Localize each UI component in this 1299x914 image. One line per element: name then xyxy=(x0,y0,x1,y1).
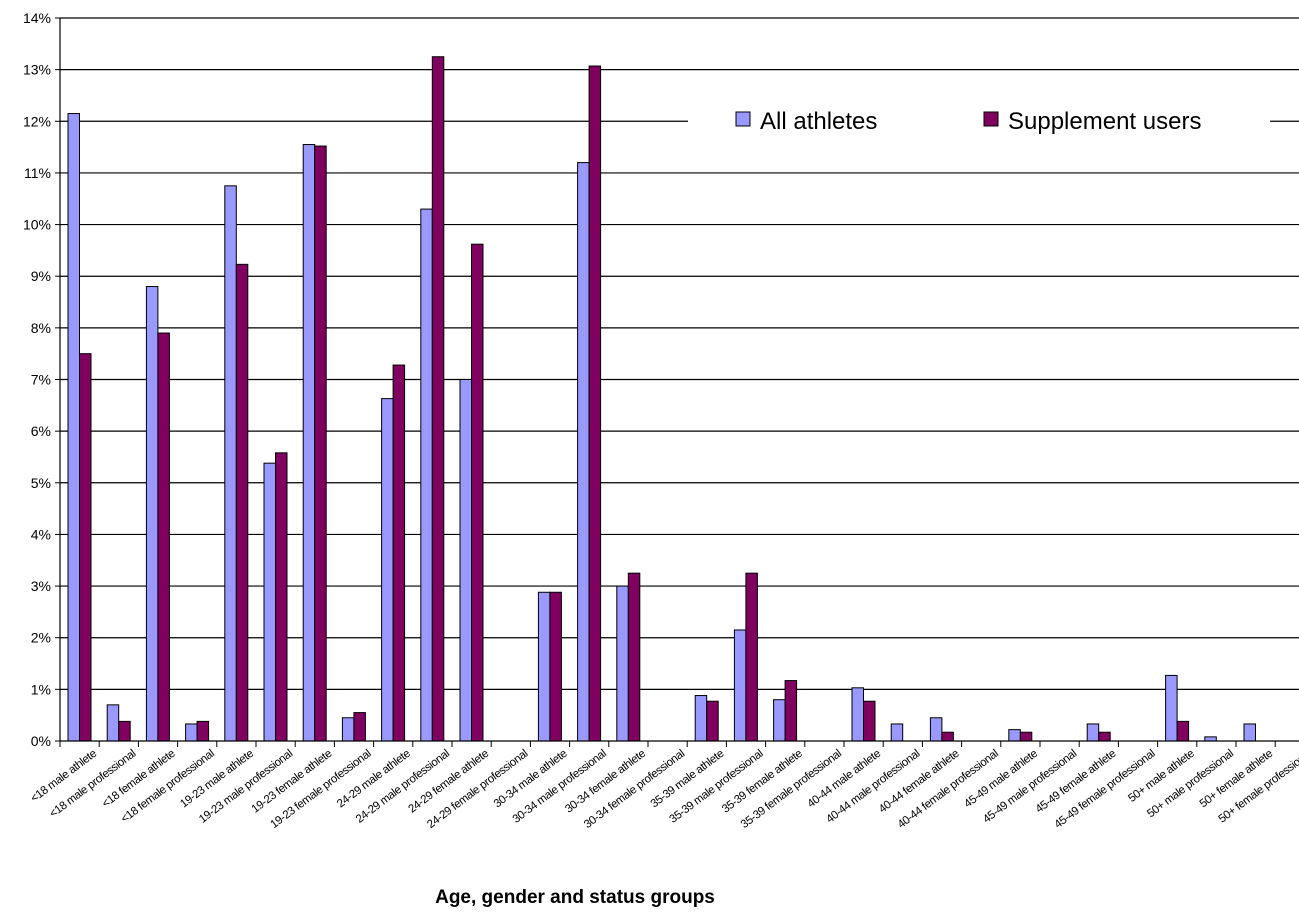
legend-label: All athletes xyxy=(760,108,877,135)
bar-all-athletes xyxy=(851,687,864,742)
bar-all-athletes xyxy=(185,723,198,742)
y-tick-label: 5% xyxy=(31,475,51,491)
gridlines xyxy=(60,17,1299,690)
bar-all-athletes xyxy=(733,629,747,742)
bar-all-athletes xyxy=(694,695,708,742)
bar-supplement-users xyxy=(275,452,288,742)
bar-supplement-users xyxy=(235,263,249,742)
y-tick-label: 3% xyxy=(31,578,51,594)
y-tick-label: 8% xyxy=(31,320,51,336)
bar-supplement-users xyxy=(706,700,719,742)
bar-all-athletes xyxy=(420,208,433,742)
bar-all-athletes xyxy=(302,144,316,742)
y-tick-label: 9% xyxy=(31,268,51,284)
bar-all-athletes xyxy=(1165,674,1178,742)
bar-supplement-users xyxy=(118,720,131,742)
y-tick-label: 2% xyxy=(31,630,51,646)
bar-supplement-users xyxy=(627,572,641,742)
x-axis-ticks: <18 male athlete<18 male professional<18… xyxy=(29,741,1299,831)
bar-supplement-users xyxy=(1098,731,1111,742)
y-tick-label: 11% xyxy=(24,165,51,181)
legend-swatch xyxy=(735,111,751,127)
y-tick-label: 10% xyxy=(23,217,51,233)
bar-supplement-users xyxy=(79,353,92,742)
bar-all-athletes xyxy=(616,585,629,742)
legend: All athletes Supplement users xyxy=(688,98,1270,144)
bar-supplement-users xyxy=(745,572,758,742)
bar-supplement-users xyxy=(941,731,954,742)
bar-all-athletes xyxy=(1243,723,1256,742)
axes xyxy=(59,18,1299,742)
bar-all-athletes xyxy=(1008,729,1021,742)
y-tick-label: 6% xyxy=(31,423,51,439)
bar-all-athletes xyxy=(341,717,355,742)
bar-supplement-users xyxy=(549,591,562,742)
bar-supplement-users xyxy=(784,680,798,742)
bar-all-athletes xyxy=(577,162,590,742)
bar-all-athletes xyxy=(929,717,943,742)
bar-supplement-users xyxy=(392,364,406,742)
bar-all-athletes xyxy=(224,185,237,742)
bar-all-athletes xyxy=(773,699,786,742)
y-axis-ticks: 0% 1% 2% 3% 4% 5% 6% 7% 8% 9% 10% 11% 12% 13% 14% xyxy=(23,10,60,749)
y-tick-label: 0% xyxy=(31,733,51,749)
bar-all-athletes xyxy=(1204,736,1217,742)
bar-all-athletes xyxy=(537,591,551,742)
legend-swatch xyxy=(983,111,999,127)
bar-all-athletes xyxy=(145,286,159,742)
bar-all-athletes xyxy=(459,379,472,742)
bar-all-athletes xyxy=(67,113,80,742)
x-axis-label: Age, gender and status groups xyxy=(435,887,715,908)
bar-supplement-users xyxy=(314,145,327,742)
bar-supplement-users xyxy=(471,243,484,742)
y-tick-label: 1% xyxy=(31,681,51,697)
bar-supplement-users xyxy=(157,332,170,742)
y-tick-label: 14% xyxy=(23,10,51,26)
y-tick-label: 13% xyxy=(23,62,51,78)
bar-supplement-users xyxy=(1176,720,1190,742)
y-tick-label: 12% xyxy=(23,113,51,129)
bar-supplement-users xyxy=(588,65,602,742)
bar-all-athletes xyxy=(890,723,904,742)
bar-supplement-users xyxy=(353,712,366,742)
bar-supplement-users xyxy=(196,720,210,742)
bars xyxy=(67,56,1256,742)
legend-box xyxy=(688,98,1270,144)
bar-supplement-users xyxy=(431,56,445,742)
bar-all-athletes xyxy=(381,398,394,742)
bar-supplement-users xyxy=(1019,731,1033,742)
bar-supplement-users xyxy=(863,700,876,742)
legend-label: Supplement users xyxy=(1008,108,1201,135)
y-tick-label: 4% xyxy=(31,526,51,542)
bar-all-athletes xyxy=(1086,723,1100,742)
x-tick-label: 50+ male athlete xyxy=(1126,748,1196,805)
y-tick-label: 7% xyxy=(31,372,51,388)
x-tick-label: <18 male athlete xyxy=(29,748,99,805)
bar-all-athletes xyxy=(263,462,276,742)
bar-all-athletes xyxy=(106,704,120,742)
